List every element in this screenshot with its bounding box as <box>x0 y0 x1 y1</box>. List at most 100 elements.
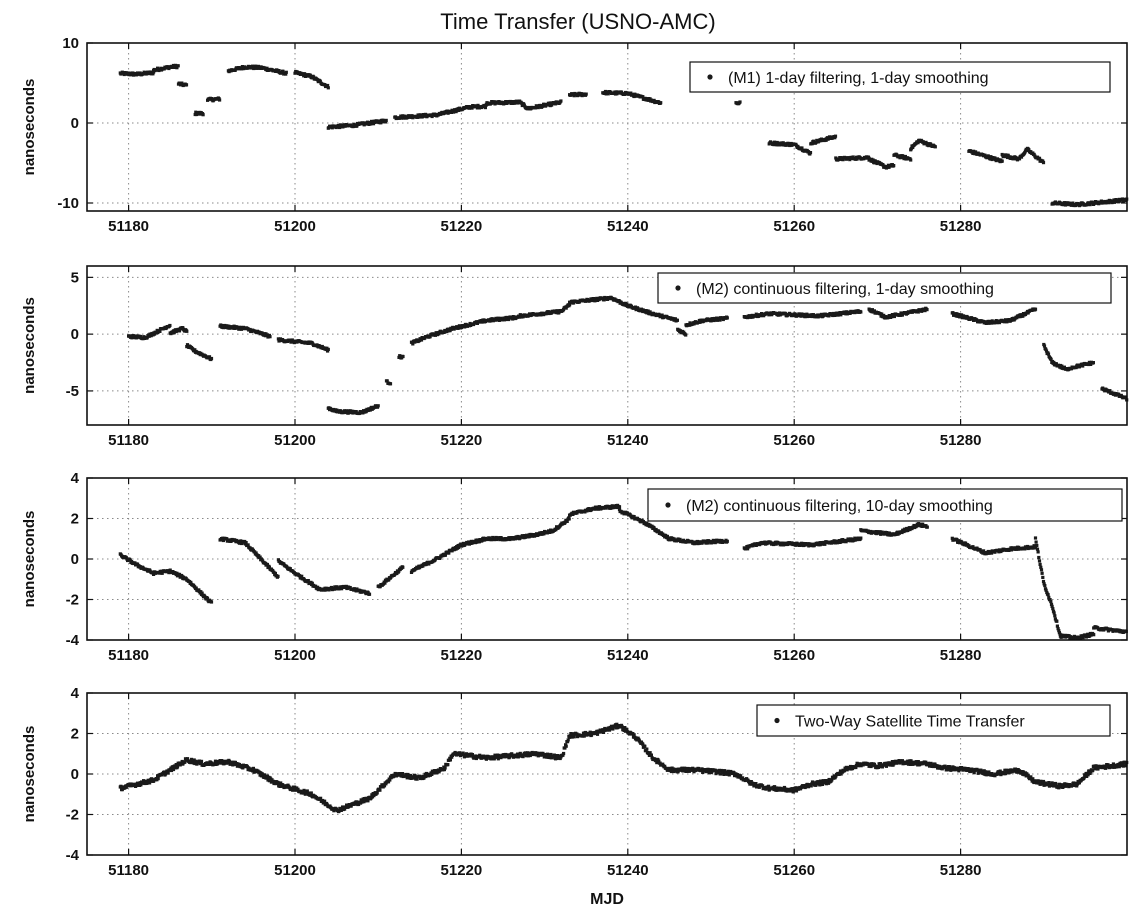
x-tick-label: 51220 <box>441 647 483 664</box>
data-point <box>480 320 484 324</box>
data-point <box>1044 588 1048 592</box>
data-point <box>899 311 903 315</box>
data-point <box>176 64 180 68</box>
data-point <box>156 777 160 781</box>
data-point <box>549 752 553 757</box>
x-tick-label: 51200 <box>274 647 316 664</box>
data-point <box>265 66 269 70</box>
data-point <box>810 142 814 146</box>
data-point <box>194 110 198 114</box>
data-point <box>1042 344 1047 348</box>
data-point <box>892 164 896 168</box>
data-point <box>625 727 629 731</box>
data-point <box>902 157 906 161</box>
data-point <box>590 298 594 303</box>
data-point <box>448 758 452 762</box>
data-point <box>951 311 955 315</box>
data-point <box>615 722 619 726</box>
data-point <box>349 804 353 808</box>
data-point <box>293 785 297 789</box>
data-point <box>561 753 565 757</box>
data-point <box>388 778 392 782</box>
data-point <box>1079 203 1083 207</box>
data-point <box>556 309 560 313</box>
data-point <box>1108 389 1112 393</box>
data-point <box>617 505 622 509</box>
data-point <box>254 551 258 555</box>
series-points <box>127 295 1129 416</box>
data-point <box>227 324 231 328</box>
y-tick-label: -4 <box>66 632 80 649</box>
data-point <box>610 504 614 508</box>
data-point <box>565 519 569 523</box>
data-point <box>504 100 508 104</box>
data-point <box>386 780 391 784</box>
data-point <box>124 785 128 789</box>
data-point <box>672 769 676 774</box>
data-point <box>428 335 432 339</box>
data-point <box>1037 555 1041 560</box>
data-point <box>554 528 558 532</box>
legend: (M2) continuous filtering, 1-day smoothi… <box>657 272 1112 304</box>
data-point <box>512 755 516 759</box>
data-point <box>318 79 322 83</box>
data-point <box>1040 571 1044 575</box>
y-tick-label: 5 <box>71 269 79 286</box>
data-point <box>383 581 387 585</box>
data-point <box>119 784 123 788</box>
data-point <box>300 574 304 578</box>
data-point <box>1058 632 1062 636</box>
data-point <box>848 158 852 162</box>
data-point <box>921 140 925 144</box>
data-point <box>450 549 454 553</box>
panels-group: 51180 51200 51220 51240 51260 51280-10010nano… <box>21 35 1129 879</box>
data-point <box>648 310 652 314</box>
data-point <box>291 788 295 792</box>
data-point <box>643 744 647 748</box>
data-point <box>273 571 277 575</box>
data-point <box>885 531 889 535</box>
data-point <box>990 551 994 555</box>
data-point <box>562 751 566 756</box>
axes-frame <box>86 265 1128 426</box>
data-point <box>375 791 379 795</box>
data-point <box>609 724 614 728</box>
data-point <box>144 779 148 783</box>
data-point <box>958 315 962 319</box>
data-point <box>597 505 602 509</box>
data-point <box>378 585 382 589</box>
data-point <box>483 106 487 110</box>
data-point <box>859 536 863 540</box>
data-point <box>933 145 937 149</box>
data-point <box>323 799 327 803</box>
x-tick-label: 51200 <box>274 432 316 449</box>
data-point <box>377 119 382 123</box>
data-point <box>1113 200 1117 204</box>
data-point <box>142 779 146 783</box>
data-point <box>786 142 791 146</box>
data-point <box>870 308 874 312</box>
data-point <box>496 757 500 761</box>
legend: (M1) 1-day filtering, 1-day smoothing <box>689 61 1111 93</box>
data-point <box>925 525 929 529</box>
data-point <box>738 100 742 104</box>
data-point <box>447 551 451 555</box>
data-point <box>810 314 814 319</box>
data-point <box>1081 636 1085 640</box>
data-point <box>916 141 920 145</box>
data-point <box>773 140 777 144</box>
data-point <box>281 69 285 73</box>
data-point <box>563 746 567 750</box>
data-point <box>145 336 149 340</box>
x-tick-label: 51260 <box>773 432 815 449</box>
data-point <box>645 521 649 525</box>
data-point <box>808 151 813 155</box>
data-point <box>507 317 511 322</box>
data-point <box>801 312 806 316</box>
data-point <box>1050 604 1054 608</box>
data-point <box>596 507 600 511</box>
y-axis-label: nanoseconds <box>21 297 38 394</box>
data-point <box>338 125 342 130</box>
data-point <box>568 734 572 738</box>
data-point <box>824 138 828 142</box>
